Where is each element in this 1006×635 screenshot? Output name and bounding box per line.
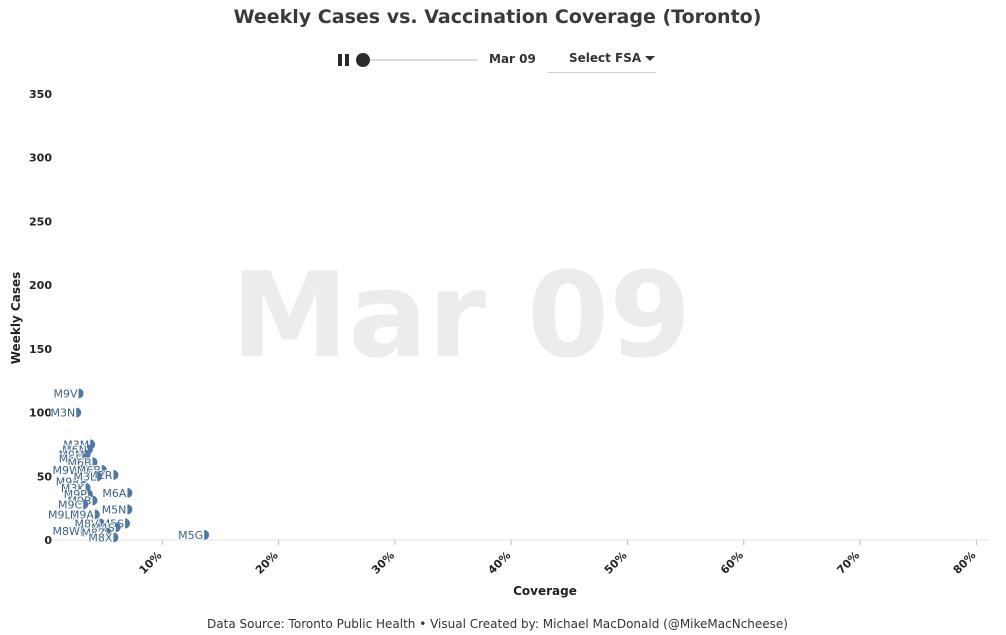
- data-point: [92, 457, 98, 468]
- pause-bar-right: [345, 54, 349, 66]
- data-point: [127, 504, 133, 515]
- data-point-label: M6N: [62, 444, 87, 457]
- y-tick-label: 300: [29, 152, 52, 165]
- data-point: [97, 471, 103, 482]
- date-slider-track[interactable]: [363, 59, 478, 61]
- data-point: [99, 518, 105, 529]
- chevron-down-icon: [645, 56, 655, 61]
- data-point-label: M8Z: [81, 526, 105, 539]
- data-point: [115, 522, 121, 533]
- y-tick-label: 150: [29, 343, 52, 356]
- data-point-label: M6E: [59, 452, 82, 465]
- x-tick-label: 70%: [834, 549, 862, 577]
- data-point-label: M9A: [70, 509, 94, 522]
- data-point-label: M9C: [58, 498, 82, 511]
- x-axis-title: Coverage: [513, 584, 577, 598]
- data-point: [80, 464, 86, 475]
- data-point: [71, 509, 77, 520]
- animation-controls: Mar 09 Select FSA: [335, 46, 665, 74]
- y-tick-label: 200: [29, 279, 52, 292]
- data-point-label: M9P: [64, 488, 87, 501]
- x-tick-label: 50%: [602, 549, 630, 577]
- data-point-label: M9W: [53, 464, 80, 477]
- y-tick-label: 100: [29, 407, 52, 420]
- data-point-label: M6B: [67, 456, 91, 469]
- data-point: [76, 407, 82, 418]
- data-point-label: M3M: [63, 438, 89, 451]
- x-tick-label: 10%: [137, 549, 165, 577]
- data-point: [94, 509, 100, 520]
- data-point: [113, 470, 119, 481]
- data-point: [125, 518, 131, 529]
- data-point-label: M8W: [53, 525, 80, 538]
- data-point: [127, 487, 133, 498]
- data-point: [83, 453, 89, 464]
- data-point-label: M8X: [88, 531, 112, 544]
- background-date-label: Mar 09: [231, 246, 692, 384]
- data-point: [80, 476, 86, 487]
- data-point: [83, 499, 89, 510]
- data-point-label: M3N: [51, 407, 76, 420]
- data-point-label: M9R: [56, 475, 80, 488]
- x-tick-label: 20%: [253, 549, 281, 577]
- data-point-label: M8V: [74, 517, 98, 530]
- data-point: [92, 495, 98, 506]
- data-point-label: M9L: [48, 509, 71, 522]
- data-point-label: M6A: [102, 487, 126, 500]
- pause-button[interactable]: [338, 53, 350, 67]
- current-date-label: Mar 09: [489, 52, 536, 66]
- pause-bar-left: [338, 54, 342, 66]
- footer-credit: Data Source: Toronto Public Health • Vis…: [207, 617, 788, 631]
- data-point: [101, 464, 107, 475]
- data-point-label: M3L: [74, 470, 97, 483]
- y-tick-label: 350: [29, 88, 52, 101]
- data-point: [204, 529, 210, 540]
- data-point: [106, 527, 112, 538]
- data-point-label: M9V: [54, 387, 78, 400]
- x-tick-label: 80%: [951, 549, 979, 577]
- data-point-label: M3K: [61, 482, 85, 495]
- data-point: [80, 526, 86, 537]
- data-point: [78, 388, 84, 399]
- data-point: [113, 532, 119, 543]
- data-point-label: M5G: [178, 529, 203, 542]
- data-point: [87, 489, 93, 500]
- data-point-label: M5N: [102, 503, 127, 516]
- fsa-dropdown-label: Select FSA: [569, 51, 642, 65]
- y-tick-label: 50: [37, 470, 53, 483]
- x-tick-label: 30%: [369, 549, 397, 577]
- x-tick-label: 60%: [718, 549, 746, 577]
- data-point-label: M9M: [59, 449, 85, 462]
- x-tick-label: 40%: [485, 549, 513, 577]
- date-slider-handle[interactable]: [356, 53, 370, 67]
- chart-title: Weekly Cases vs. Vaccination Coverage (T…: [233, 6, 762, 28]
- y-tick-label: 0: [44, 534, 52, 547]
- fsa-dropdown[interactable]: Select FSA: [548, 46, 656, 73]
- data-point-label: M6B: [77, 464, 101, 477]
- y-axis-title: Weekly Cases: [9, 272, 23, 365]
- y-tick-label: 250: [29, 215, 52, 228]
- scatter-chart: Mar 09 0 50 100 150 200 250 300 350 10% 20% 30% 40% 5…: [9, 88, 988, 598]
